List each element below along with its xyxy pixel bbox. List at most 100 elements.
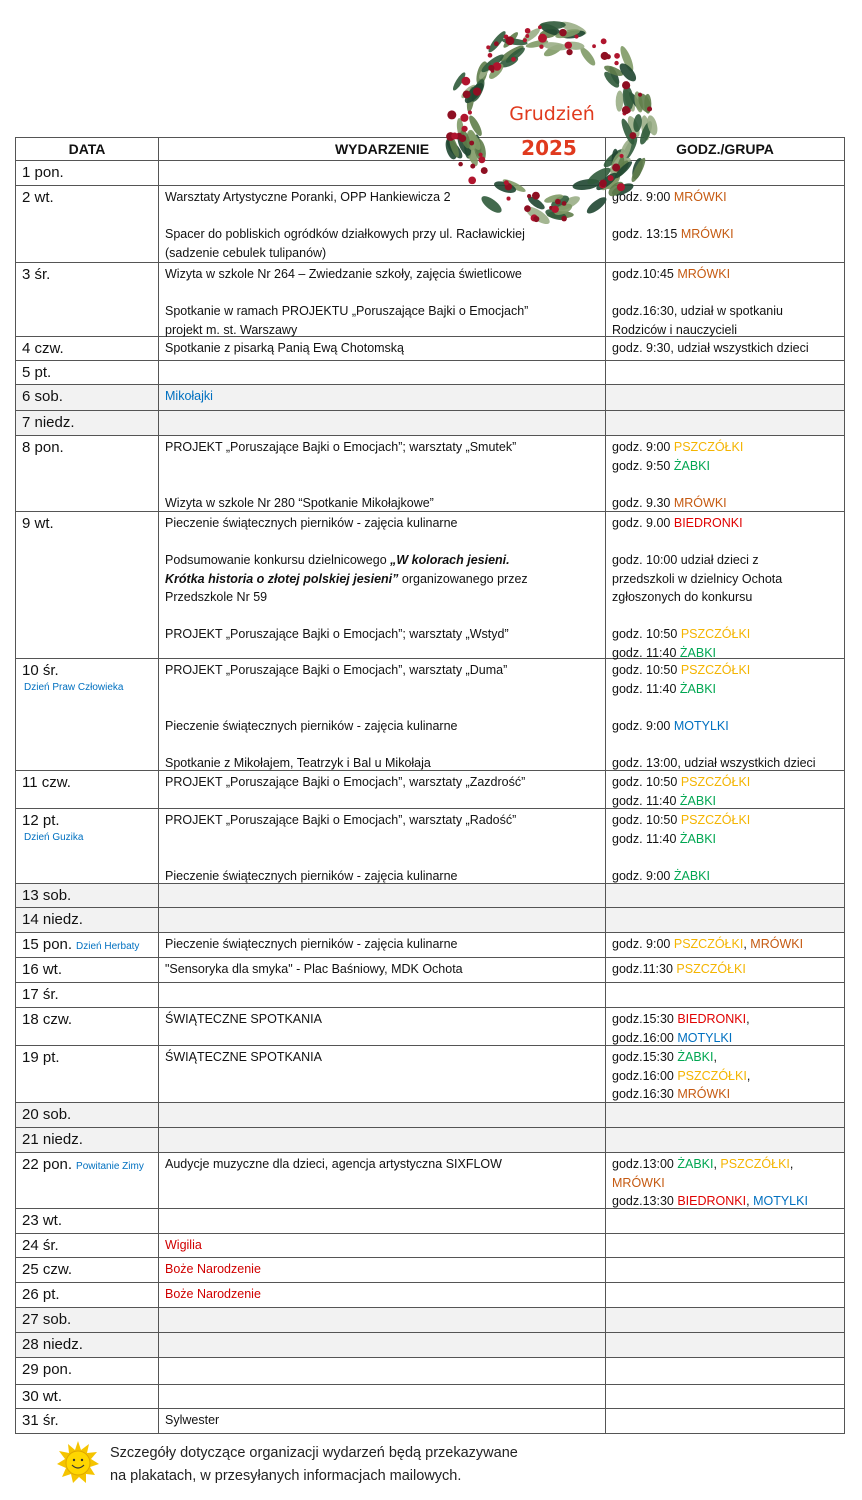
event-entry: Spotkanie z Mikołajem, Teatrzyk i Bal u … [165,754,599,773]
date-label: 27 sob. [22,1311,72,1328]
date-cell: 12 pt. Dzień Guzika [16,809,159,886]
time-group-cell [606,411,845,435]
leaf [609,66,620,85]
group-label-mrówki: MRÓWKI [673,190,727,204]
time-entry: godz. 9.30 MRÓWKI [612,494,838,513]
event-entry: PROJEKT „Poruszające Bajki o Emocjach”, … [165,811,599,848]
berry [600,38,607,45]
text-line: godz. 9:00 PSZCZÓŁKI [612,438,838,457]
text-segment: godz. 10:50 [612,663,681,677]
table-row: 16 wt. "Sensoryka dla smyka" - Plac Baśni… [16,958,845,983]
text-segment: godz. 9:00 [612,937,674,951]
text-line: godz. 10:50 PSZCZÓŁKI [612,811,838,830]
group-label-żabki: ŻABKI [677,1157,714,1171]
group-label-mrówki: MRÓWKI [750,937,804,951]
text-segment: Pieczenie świątecznych pierników - zajęc… [165,516,458,530]
event-cell [159,983,606,1007]
time-entry: godz.15:30 BIEDRONKI, godz.16:00 MOTYLKI [612,1010,838,1047]
event-entry: Wizyta w szkole Nr 280 “Spotkanie Mikoła… [165,494,599,513]
text-segment: przedszkoli w dzielnicy Ochota [612,571,783,586]
group-label-motylki: MOTYLKI [677,1030,733,1045]
berry [614,60,619,66]
leaf [499,56,519,68]
text-line: projekt m. st. Warszawy [165,321,599,340]
table-header: DATA WYDARZENIE GODZ./GRUPA [16,138,845,161]
leaf [489,64,504,79]
time-entry: godz. 9.00 BIEDRONKI [612,514,838,533]
event-entry: ŚWIĄTECZNE SPOTKANIA [165,1048,599,1104]
text-line: godz. 10:50 PSZCZÓŁKI [612,625,838,644]
berry [538,33,547,43]
text-segment: , [746,1012,750,1026]
time-group-cell: godz. 9.00 BIEDRONKI godz. 10:00 udział d… [606,512,845,663]
text-segment: PROJEKT „Poruszające Bajki o Emocjach”, … [165,775,526,789]
table-row: 5 pt. [16,361,845,385]
group-label-motylki: MOTYLKI [673,718,729,733]
berry [490,69,495,73]
time-group-cell [606,1128,845,1152]
table-row: 8 pon. PROJEKT „Poruszające Bajki o Emocj… [16,436,845,513]
text-segment: godz. 13:00, udział wszystkich dzieci [612,755,816,770]
leaf [634,91,643,113]
time-entry: godz.16:30, udział w spotkaniu Rodziców i… [612,302,838,339]
text-segment: godz.16:30 [612,1087,678,1101]
text-line: godz. 11:40 ŻABKI [612,680,838,699]
event-cell: Pieczenie świątecznych pierników - zajęc… [159,512,606,663]
time-group-cell [606,385,845,410]
text-segment: "Sensoryka dla smyka" - Plac Baśniowy, M… [165,962,463,976]
date-label: 11 czw. [22,774,71,791]
event-cell: Audycje muzyczne dla dzieci, agencja art… [159,1153,606,1212]
time-group-cell: godz.11:30 PSZCZÓŁKI [606,958,845,982]
leaf [452,72,466,91]
berry [626,108,631,113]
text-segment: godz. 10:50 [612,813,681,827]
date-cell: 4 czw. [16,337,159,360]
text-segment: ŚWIĄTECZNE SPOTKANIA [165,1050,322,1064]
date-label: 1 pon. [22,164,64,181]
leaf [543,44,563,57]
date-cell: 15 pon. Dzień Herbaty [16,933,159,957]
time-entry: godz. 10:50 PSZCZÓŁKI godz. 11:40 ŻABKI [612,661,838,698]
date-label: 25 czw. [22,1261,73,1278]
time-entry: godz. 9:00 ŻABKI [612,867,838,886]
text-line: godz. 9.00 BIEDRONKI [612,514,838,533]
table-row: 23 wt. [16,1209,845,1234]
leaf [525,39,549,48]
group-label-mrówki: MRÓWKI [680,227,734,241]
group-label-biedronki: BIEDRONKI [677,1012,747,1026]
text-segment: Spacer do pobliskich ogródków działkowyc… [165,227,525,241]
text-line: godz. 11:40 ŻABKI [612,792,838,811]
leaf [622,85,634,111]
berry [487,52,493,58]
event-cell [159,411,606,435]
date-cell: 19 pt. [16,1046,159,1105]
time-entry: godz. 9:00 PSZCZÓŁKI, MRÓWKI [612,935,838,954]
time-group-cell [606,1385,845,1408]
date-label: 15 pon. [22,936,73,953]
table-row: 3 śr. Wizyta w szkole Nr 264 – Zwiedzanie… [16,263,845,340]
text-segment: godz. 9:30, udział wszystkich dzieci [612,341,809,355]
leaf [481,54,504,73]
group-label-holiday: Boże Narodzenie [165,1287,261,1301]
group-label-pszczółki: PSZCZÓŁKI [676,962,746,976]
leaf [539,28,558,39]
berry [493,41,499,47]
date-label: 2 wt. [22,189,54,206]
text-segment: godz.15:30 [612,1050,678,1064]
text-line: Rodziców i nauczycieli [612,321,838,340]
event-cell [159,1103,606,1127]
date-label: 30 wt. [22,1388,63,1405]
event-cell: PROJEKT „Poruszające Bajki o Emocjach”, … [159,809,606,886]
text-segment: godz.13:00 [612,1157,678,1171]
leaf [539,23,561,36]
event-cell: Boże Narodzenie [159,1258,606,1282]
table-row: 6 sob. Mikołajki [16,385,845,411]
text-segment: Pieczenie świątecznych pierników - zajęc… [165,718,458,733]
time-entry [612,1260,838,1279]
group-label-pszczółki: PSZCZÓŁKI [680,627,751,641]
time-entry: godz. 13:00, udział wszystkich dzieci [612,754,838,773]
berry [637,92,643,97]
group-label-holiday: Boże Narodzenie [165,1262,261,1276]
text-segment: PROJEKT „Poruszające Bajki o Emocjach”; … [165,627,509,641]
time-group-cell: godz.15:30 ŻABKI, godz.16:00 PSZCZÓŁKI, go… [606,1046,845,1105]
